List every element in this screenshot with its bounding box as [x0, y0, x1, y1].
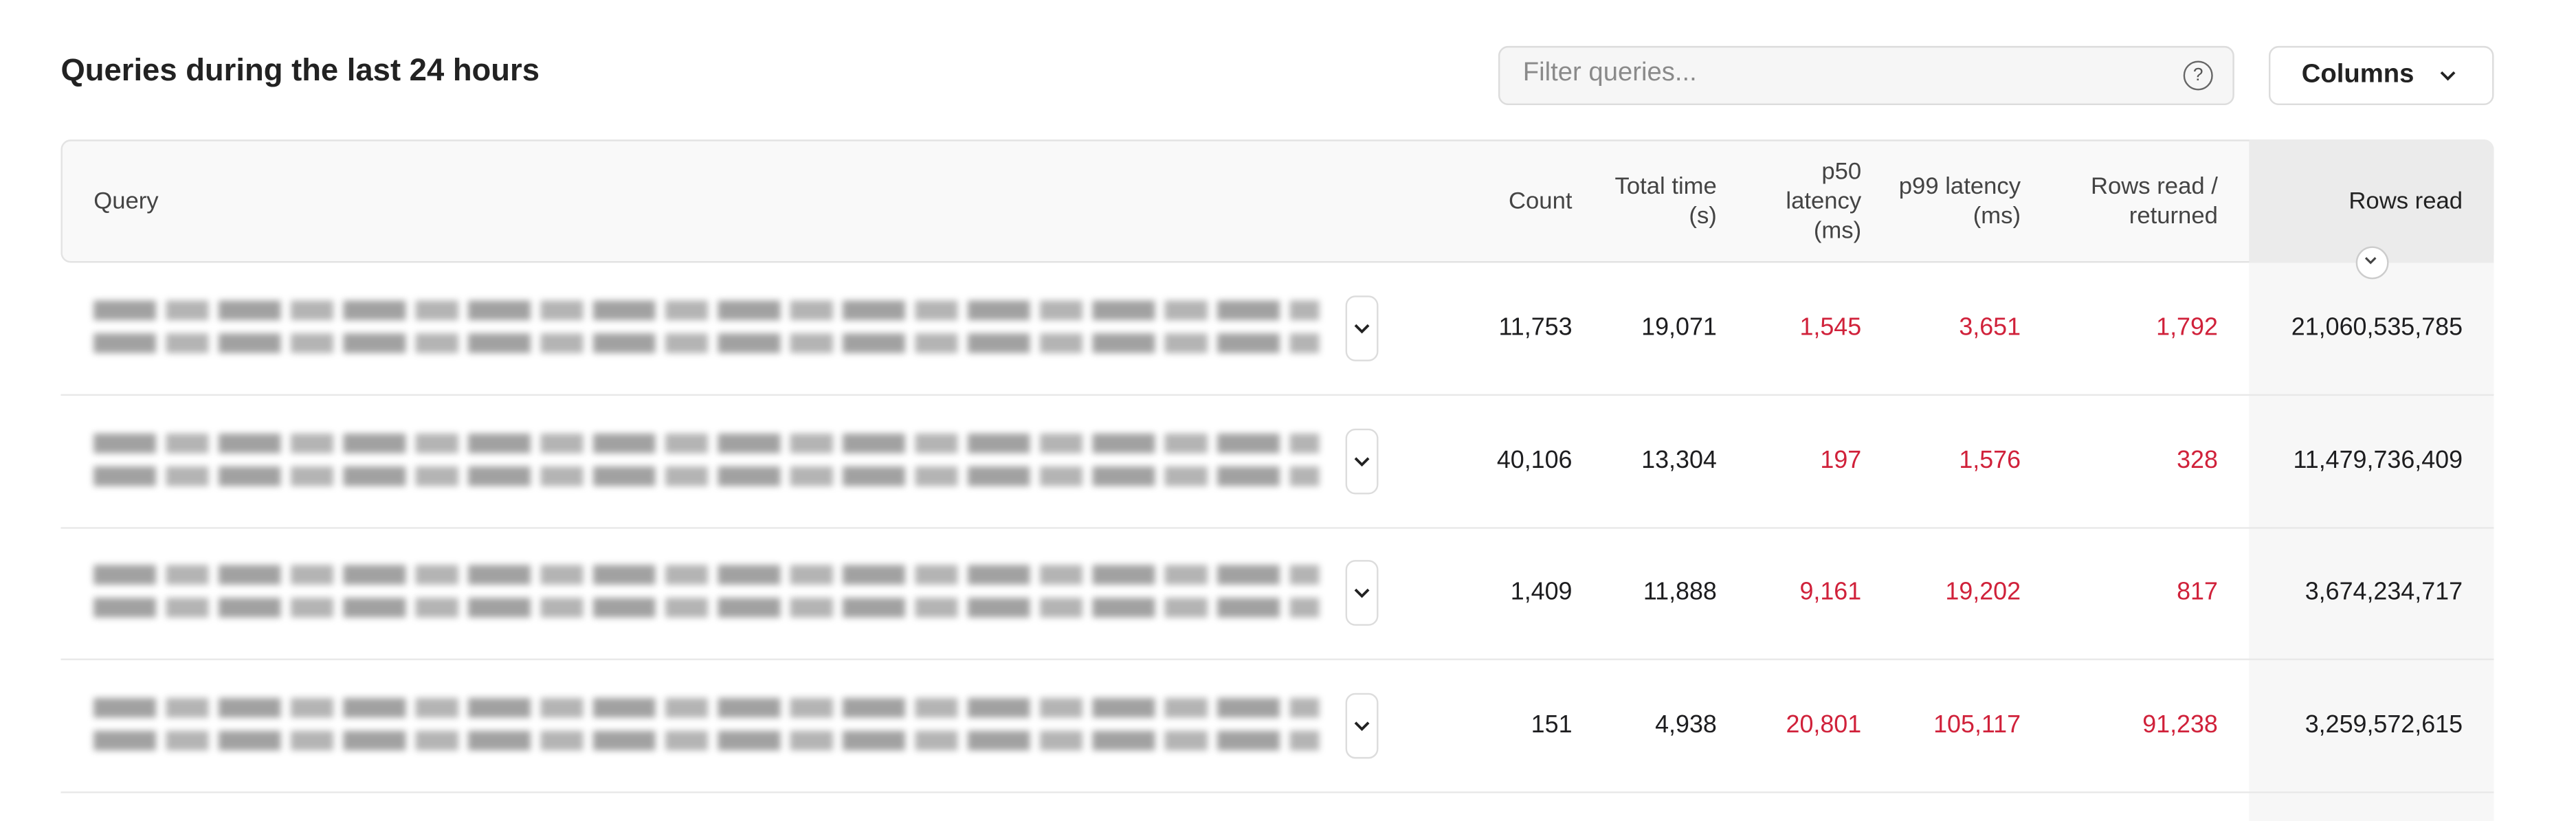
query-redacted — [93, 465, 1320, 486]
sorted-header — [2249, 139, 2494, 263]
cell: 105,117 — [1933, 710, 2021, 739]
cell: 19,071 — [1641, 313, 1717, 342]
filter-input[interactable] — [1498, 45, 2234, 105]
help-icon[interactable]: ? — [2183, 60, 2213, 91]
expand-chevron — [1354, 721, 1370, 730]
expand-button[interactable] — [1345, 427, 1379, 494]
filter-placeholder: Filter queries... — [1522, 59, 1697, 87]
cell: 20,801 — [1786, 710, 1862, 739]
query-redacted — [93, 565, 1320, 585]
sort-indicator[interactable] — [2355, 246, 2389, 280]
query-redacted — [93, 300, 1320, 321]
column-header: Total time (s) — [1614, 173, 1717, 229]
sorted-column — [2249, 262, 2494, 821]
query-redacted — [93, 432, 1320, 453]
query-redacted — [93, 333, 1320, 353]
cell: 1,792 — [2156, 313, 2218, 342]
cell: 3,674,234,717 — [2305, 578, 2463, 607]
cell: 4,938 — [1655, 710, 1717, 739]
cell: 3,259,572,615 — [2305, 710, 2463, 739]
cell: 11,753 — [1498, 313, 1573, 342]
query-redacted — [93, 598, 1320, 618]
chevron — [2440, 71, 2456, 81]
column-header: p50 latency (ms) — [1786, 158, 1862, 244]
query-redacted — [93, 730, 1320, 750]
cell: 13,304 — [1641, 445, 1717, 474]
title: Queries during the last 24 hours — [60, 54, 540, 89]
cell: 40,106 — [1496, 445, 1573, 474]
row-divider — [60, 658, 2494, 660]
cell: 151 — [1531, 710, 1573, 739]
cell: 9,161 — [1799, 578, 1862, 607]
column-header: Rows read / returned — [2090, 173, 2218, 229]
table-header — [60, 139, 2494, 263]
cell: 21,060,535,785 — [2291, 313, 2463, 342]
column-header: Rows read — [2349, 188, 2463, 214]
cell: 1,576 — [1959, 445, 2021, 474]
sort-chevron — [2364, 257, 2377, 265]
expand-button[interactable] — [1345, 295, 1379, 361]
cell: 817 — [2177, 578, 2218, 607]
column-header: Query — [93, 188, 159, 214]
cell: 11,479,736,409 — [2293, 445, 2463, 474]
cell: 328 — [2177, 445, 2218, 474]
expand-chevron — [1354, 324, 1370, 334]
expand-button[interactable] — [1345, 560, 1379, 626]
query-redacted — [93, 697, 1320, 717]
column-header: Count — [1509, 188, 1573, 214]
cell: 11,888 — [1643, 578, 1717, 607]
cell: 91,238 — [2142, 710, 2218, 739]
cell: 19,202 — [1945, 578, 2021, 607]
cell: 1,409 — [1510, 578, 1573, 607]
cell: 1,545 — [1799, 313, 1862, 342]
column-header: p99 latency (ms) — [1898, 173, 2021, 229]
cell: 3,651 — [1959, 313, 2021, 342]
cell: 197 — [1820, 445, 1862, 474]
columns-button-label: Columns — [2301, 60, 2414, 89]
expand-chevron — [1354, 588, 1370, 598]
row-divider — [60, 790, 2494, 793]
columns-button[interactable] — [2269, 45, 2494, 105]
row-divider — [60, 394, 2494, 396]
expand-button[interactable] — [1345, 692, 1379, 758]
row-divider — [60, 526, 2494, 528]
expand-chevron — [1354, 456, 1370, 466]
